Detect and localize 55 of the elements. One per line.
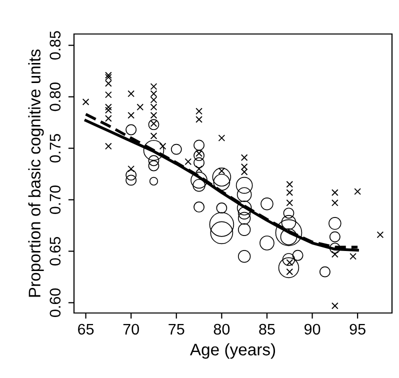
point [159, 142, 166, 150]
point [128, 90, 135, 98]
point [354, 188, 362, 195]
point [331, 199, 338, 206]
point [82, 98, 90, 106]
point [286, 180, 294, 188]
y-tick-label: 0.80 [50, 82, 61, 112]
x-tick-label: 80 [214, 324, 230, 335]
point [104, 91, 112, 98]
point [150, 83, 158, 90]
point [218, 134, 226, 142]
point [218, 167, 226, 174]
y-tick-label: 0.75 [50, 134, 61, 163]
point [331, 302, 338, 310]
x-tick-label: 95 [350, 324, 366, 335]
point [240, 154, 248, 161]
point [331, 250, 338, 258]
point [104, 72, 112, 79]
point [150, 96, 158, 104]
x-tick-label: 65 [78, 324, 94, 335]
point [286, 189, 294, 196]
point [240, 163, 248, 170]
x-tick-label: 70 [123, 324, 139, 335]
point [128, 112, 135, 119]
x-tick-label: 85 [259, 324, 275, 335]
y-axis-title: Proportion of basic cognitive units [28, 49, 44, 297]
point [104, 114, 112, 122]
point [104, 80, 112, 87]
point [104, 74, 112, 81]
point [128, 165, 135, 172]
y-tick-label: 0.60 [50, 288, 61, 317]
point [104, 104, 112, 111]
point [196, 116, 202, 123]
point [196, 165, 202, 172]
point [104, 142, 112, 150]
point [286, 268, 294, 276]
point [150, 104, 158, 111]
point [104, 106, 112, 114]
y-tick-label: 0.65 [50, 237, 61, 266]
x-tick-label: 75 [168, 324, 184, 335]
x-tick-label: 90 [304, 324, 320, 335]
point [150, 90, 158, 98]
point [150, 112, 158, 119]
y-tick-label: 0.70 [50, 185, 61, 214]
point [184, 158, 192, 166]
point [376, 231, 384, 238]
point [136, 104, 144, 111]
y-tick-label: 0.85 [50, 31, 61, 60]
point [240, 168, 248, 176]
point [286, 199, 294, 206]
point [196, 108, 202, 115]
point [350, 252, 356, 260]
point [331, 189, 338, 196]
point [150, 132, 158, 140]
x-axis-title: Age (years) [190, 343, 276, 359]
